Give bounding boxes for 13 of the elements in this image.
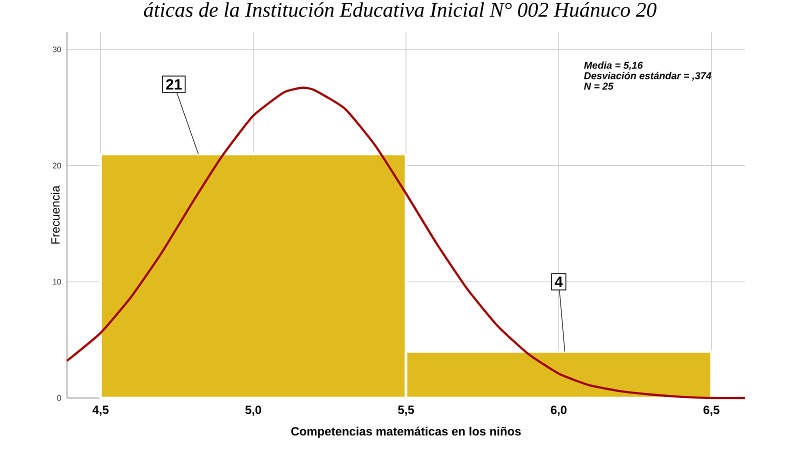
x-axis-title: Competencias matemáticas en los niños (291, 426, 521, 438)
x-tick-label: 6,0 (550, 406, 567, 416)
chart-title: áticas de la Institución Educativa Inicial N° 002 Huánuco 20 (144, 2, 656, 17)
x-tick-label: 4,5 (92, 406, 109, 416)
annotation: Media = 5,16 (584, 61, 643, 70)
annotation: 4 (554, 276, 563, 287)
annotation: N = 25 (584, 82, 614, 90)
x-tick-label: 6,5 (704, 406, 720, 416)
annotation: 21 (166, 79, 182, 90)
x-tick-label: 5,0 (245, 406, 262, 416)
y-axis-title: Frecuencia (50, 185, 60, 244)
x-tick-label: 5,5 (398, 406, 414, 416)
annotation: Desviación estándar = ,374 (584, 72, 712, 81)
